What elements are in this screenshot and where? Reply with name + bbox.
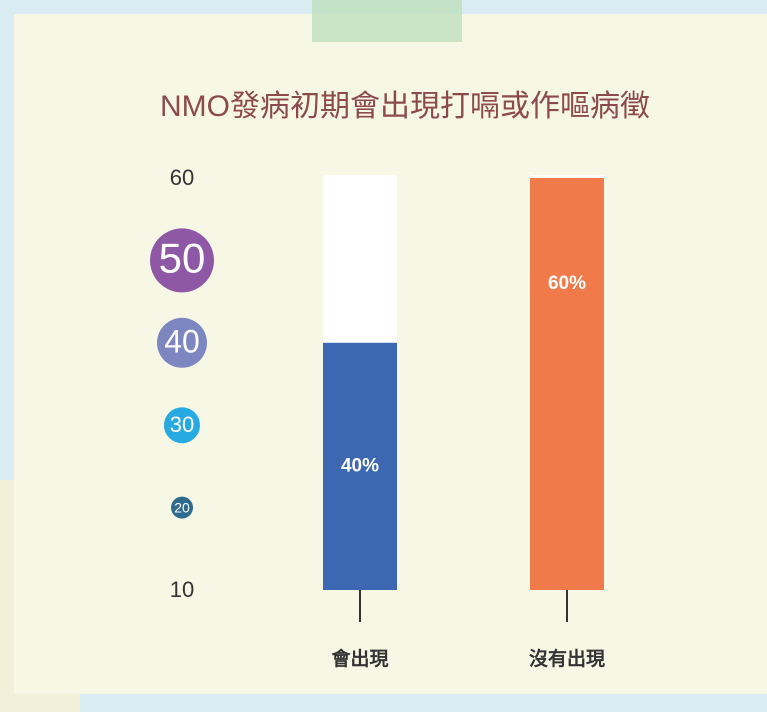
bar [323, 342, 397, 590]
tick-badge [164, 407, 200, 444]
value-label: 60% [548, 273, 586, 294]
bar [530, 178, 604, 590]
x-tick-label: 會出現 [331, 647, 388, 670]
chart-title: NMO發病初期會出現打嗝或作嘔病徵 [160, 90, 650, 123]
y-tick-label: 50 [159, 234, 206, 281]
tick-badge [171, 496, 193, 519]
tick-badge [157, 317, 207, 368]
tape [312, 0, 462, 42]
y-tick-label: 30 [170, 412, 194, 437]
value-label: 40% [341, 455, 379, 476]
y-tick-label: 20 [174, 499, 190, 515]
x-tick-label: 沒有出現 [529, 647, 605, 670]
y-tick-label: 10 [170, 577, 194, 602]
y-tick-label: 60 [170, 165, 194, 190]
y-tick-label: 40 [164, 323, 200, 359]
tick-badge [150, 228, 214, 293]
